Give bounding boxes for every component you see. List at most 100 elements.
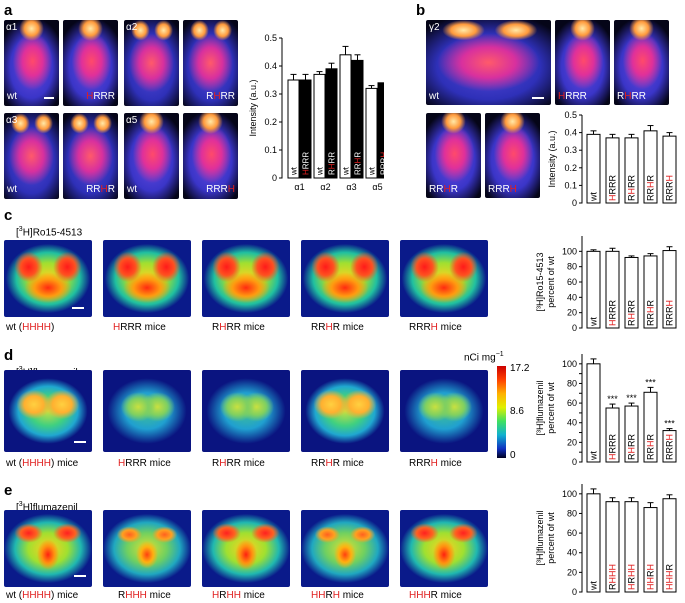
caption-d-4: RRHR mice: [311, 458, 364, 470]
bar-label: wt: [589, 451, 599, 461]
image-d-2: [103, 370, 191, 452]
y-tick-label: 0: [572, 198, 577, 208]
bar-label-text: wt: [315, 166, 324, 176]
image-e-3: [202, 510, 290, 587]
y-tick-label: 60: [567, 277, 577, 287]
image-corner-label: HRRR: [86, 91, 115, 102]
label-part: RR: [311, 322, 326, 333]
bar-label: RRRH: [665, 175, 675, 201]
bar-label: wt: [589, 581, 599, 591]
image-d-5: [400, 370, 488, 452]
y-tick-label: 0.3: [264, 89, 277, 99]
image-corner-label: RRHR: [429, 184, 458, 195]
image-tag: α5: [126, 115, 138, 126]
label-part: RR mice: [226, 322, 265, 333]
image-corner-label: RRRH: [206, 184, 235, 195]
label-part: R: [206, 91, 214, 102]
bar: [586, 493, 601, 593]
label-part: R: [107, 184, 115, 195]
image-b-rrhr: RRHR: [426, 113, 481, 198]
y-tick-label: 20: [567, 567, 577, 577]
image-a-alpha3-wt: α3 wt: [4, 113, 59, 199]
label-part: ) mice: [51, 590, 79, 601]
label-part: R mice: [332, 458, 364, 469]
image-b-rhrr: RHRR: [614, 20, 669, 105]
bar-label: RHRR: [627, 300, 637, 326]
label-part: HH: [311, 590, 326, 601]
colorbar: [497, 366, 506, 458]
y-tick-label: 0.1: [564, 180, 577, 190]
label-part: mice: [437, 322, 462, 333]
colorbar-mid: 8.6: [510, 406, 524, 417]
y-tick-label: 40: [567, 292, 577, 302]
image-corner-label: RRRH: [488, 184, 517, 195]
bar: [605, 501, 620, 593]
chart-d: 0 20 40 60 80 100 [³H]flumazenil percent of wt w…: [535, 354, 677, 467]
image-a-alpha2-mut: RHRR: [183, 20, 238, 106]
bar: [586, 250, 601, 329]
y-tick-label: 0: [572, 587, 577, 597]
scale-bar: [532, 97, 544, 99]
bar: [624, 405, 639, 463]
bar: [605, 137, 620, 204]
label-part: mice: [146, 590, 171, 601]
bar-label: RHRR: [327, 152, 336, 175]
y-tick-label: 40: [567, 548, 577, 558]
image-c-4: [301, 240, 389, 317]
label-part: mice: [339, 590, 364, 601]
caption-d-5: RRRH mice: [409, 458, 462, 470]
y-tick-label: 100: [562, 489, 577, 499]
scale-bar: [44, 97, 54, 99]
label-part: ) mice: [51, 458, 79, 469]
label-part: mice: [437, 458, 462, 469]
panel-title-c: [3H]Ro15-4513: [16, 226, 83, 239]
bar: [624, 501, 639, 593]
bar-label: RRHR: [646, 175, 656, 202]
caption-d-2: HRRR mice: [118, 458, 171, 470]
y-tick-label: 20: [567, 308, 577, 318]
label-part: R mice: [332, 322, 364, 333]
label-part: R: [212, 322, 220, 333]
label-part: H: [213, 91, 221, 102]
y-tick-label: 80: [567, 262, 577, 272]
label-part: H: [212, 590, 220, 601]
bar-label: RRRH: [379, 152, 384, 175]
colorbar-max: 17.2: [510, 363, 530, 374]
y-tick-label: 0.3: [564, 145, 577, 155]
bar-label: HHHR: [665, 564, 675, 591]
image-b-hrrr: HRRR: [555, 20, 610, 105]
label-part: wt (: [6, 590, 23, 601]
label-part: mice: [437, 590, 462, 601]
image-corner-label: wt: [7, 91, 17, 102]
bar-label: wt: [589, 192, 599, 202]
image-b-rrrh: RRRH: [485, 113, 540, 198]
y-tick-label: 0.1: [264, 145, 277, 155]
image-corner-label: wt: [429, 91, 439, 102]
image-b-gamma2-wt: γ2 wt: [426, 20, 551, 105]
x-tick-label: α2: [320, 182, 330, 192]
y-tick-label: 0: [572, 457, 577, 467]
label-part: RRR: [409, 322, 431, 333]
y-axis-label: Intensity (a.u.): [248, 79, 258, 136]
y-axis-label: [³H]flumazenil: [535, 380, 545, 435]
caption-d-3: RHRR mice: [212, 458, 265, 470]
label-part: ): [51, 322, 55, 333]
y-tick-label: 60: [567, 398, 577, 408]
panel-label-e: e: [4, 482, 13, 499]
label-part: R: [617, 91, 625, 102]
image-a-alpha1-wt: α1 wt: [4, 20, 59, 106]
image-a-alpha5-mut: RRRH: [183, 113, 238, 199]
caption-d-1: wt (HHHH) mice: [6, 458, 78, 470]
y-tick-label: 60: [567, 528, 577, 538]
y-axis-label: percent of wt: [546, 382, 556, 434]
scale-bar: [74, 575, 86, 577]
bar-label: RHRR: [627, 434, 637, 460]
y-tick-label: 0.2: [564, 163, 577, 173]
bar: [643, 255, 658, 329]
bar-label-text: RRRH: [379, 152, 384, 175]
y-tick-label: 80: [567, 378, 577, 388]
label-part: HHH: [125, 590, 147, 601]
image-corner-label: HRRR: [558, 91, 587, 102]
